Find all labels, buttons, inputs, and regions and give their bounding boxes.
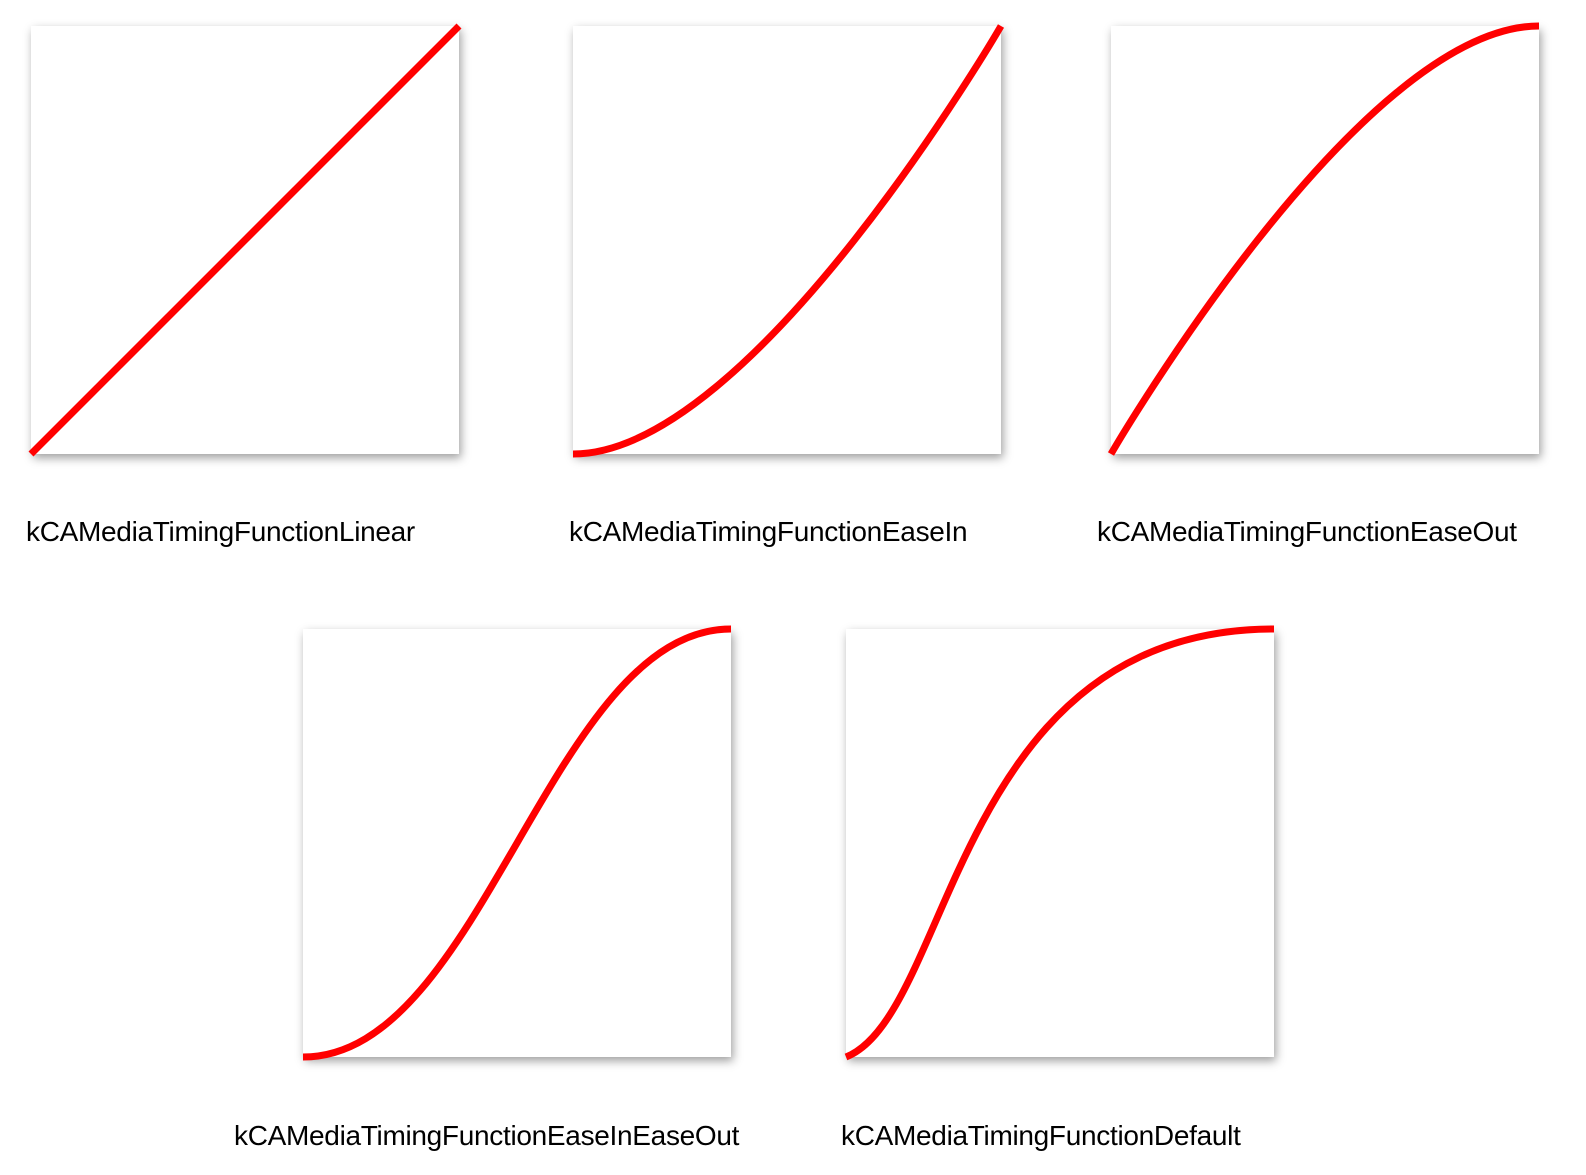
chart-default-plot-area xyxy=(846,629,1274,1057)
timing-curve-linear xyxy=(28,23,462,457)
timing-curve-easeout xyxy=(1107,22,1540,456)
chart-easeineaseout-caption: kCAMediaTimingFunctionEaseInEaseOut xyxy=(234,1120,740,1151)
chart-easeineaseout-svg xyxy=(302,625,732,1061)
timing-curve-easein xyxy=(572,24,1005,458)
chart-linear-caption: kCAMediaTimingFunctionLinear xyxy=(26,516,415,547)
chart-easein-caption: kCAMediaTimingFunctionEaseIn xyxy=(569,516,968,547)
timing-curve-default xyxy=(844,625,1275,1061)
chart-easein-svg xyxy=(572,24,1005,458)
chart-easeout-plot-area xyxy=(1111,26,1539,454)
chart-easein-plot-area xyxy=(573,26,1001,454)
chart-easeout-svg xyxy=(1107,22,1540,456)
chart-default-caption: kCAMediaTimingFunctionDefault xyxy=(841,1120,1241,1151)
timing-curve-easeineaseout xyxy=(302,625,732,1061)
chart-default-svg xyxy=(844,625,1275,1061)
chart-easeout-caption: kCAMediaTimingFunctionEaseOut xyxy=(1097,516,1517,547)
chart-linear-svg xyxy=(28,23,462,457)
